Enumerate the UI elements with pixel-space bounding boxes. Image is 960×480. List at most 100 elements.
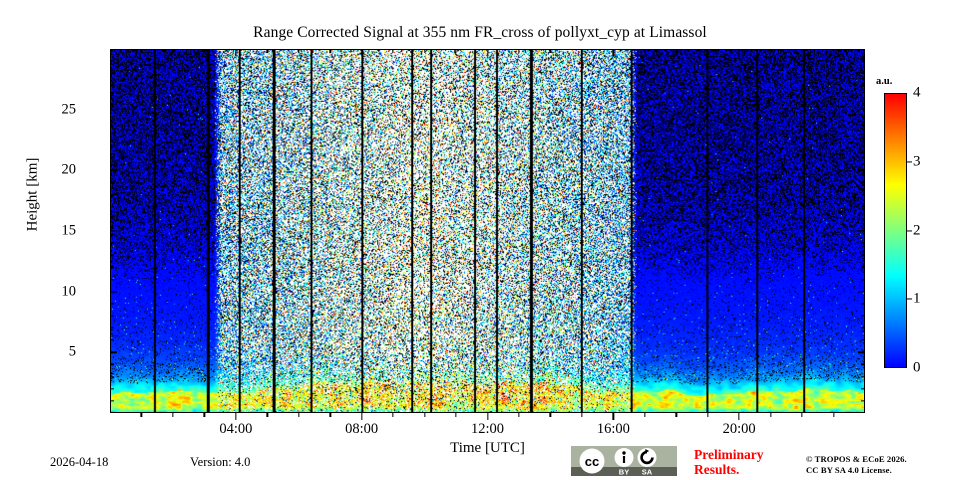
x-tick-minor [329,413,331,417]
y-tick-minor [110,96,114,99]
y-tick-minor [861,388,865,390]
y-tick-minor [861,266,865,269]
y-tick-minor [110,145,114,147]
y-tick-minor [861,157,865,159]
x-tick-minor [518,49,520,53]
preliminary-line-2: Results. [694,461,740,477]
x-tick-minor [769,49,772,53]
y-tick-minor [861,121,865,123]
colorbar [884,93,907,368]
x-tick-minor [644,413,646,417]
y-tick-label: 5 [68,343,76,360]
x-axis-label: Time [UTC] [450,440,525,456]
x-tick [361,49,363,56]
x-tick-minor [423,413,426,417]
x-tick-minor [140,49,143,53]
x-tick-minor [298,413,300,417]
badge-sa-label: SA [642,468,653,477]
x-tick-minor [801,49,803,53]
y-tick-minor [861,254,865,256]
y-tick-minor [861,327,865,329]
y-tick-minor [861,339,865,341]
copyright-note: © TROPOS & ECoE 2026. CC BY SA 4.0 Licen… [806,454,907,475]
y-tick-minor [861,363,865,366]
x-tick-minor [298,49,300,53]
y-tick [858,169,865,171]
x-tick-minor [801,413,803,417]
x-tick-label: 08:00 [345,421,379,437]
x-tick-minor [769,413,772,417]
y-tick-minor [110,206,114,208]
y-tick [110,351,117,353]
y-tick-minor [861,84,865,87]
plot-area [110,49,865,413]
y-tick-minor [110,133,114,135]
y-tick-minor [110,84,114,87]
x-tick-minor [455,413,457,417]
x-tick-label: 20:00 [722,421,756,437]
x-tick-minor [581,49,583,53]
x-tick-minor [518,413,520,417]
svg-text:cc: cc [585,454,599,469]
y-tick-minor [110,121,114,123]
lidar-heatmap-canvas [111,50,864,412]
x-tick-minor [455,49,457,53]
colorbar-tick [907,229,912,232]
x-tick-label: 12:00 [470,421,505,437]
y-tick-minor [861,278,865,281]
x-tick-minor [203,49,206,53]
preliminary-line-1: Preliminary [694,447,764,462]
colorbar-tick-label: 1 [913,290,921,307]
y-tick-minor [110,278,114,281]
x-tick [486,413,489,420]
x-tick [738,413,740,420]
x-tick [361,413,363,420]
x-tick-minor [392,49,394,53]
y-tick-minor [110,254,114,256]
x-tick [612,413,614,420]
x-tick-minor [172,413,174,417]
y-tick-minor [861,303,865,305]
y-tick-minor [861,375,865,378]
y-tick-minor [110,363,114,366]
y-tick-minor [110,181,114,184]
x-tick-minor [203,413,206,417]
date-stamp: 2026-04-18 [50,455,109,469]
y-tick-minor [861,218,865,220]
x-tick [612,49,614,56]
y-tick-label: 10 [61,283,77,300]
y-tick-minor [110,242,114,244]
colorbar-tick [907,298,912,300]
x-tick [235,49,237,56]
y-tick-minor [110,388,114,390]
y-tick-minor [110,193,114,196]
y-tick-minor [861,315,865,317]
preliminary-results-note: Preliminary Results. [694,447,804,477]
x-tick-minor [172,49,174,53]
y-tick-minor [110,157,114,159]
y-tick-minor [110,60,114,62]
colorbar-tick-label: 0 [913,359,921,376]
y-tick-minor [110,72,114,74]
x-tick-minor [675,49,677,53]
x-tick-minor [266,49,268,53]
colorbar-tick-label: 4 [913,84,921,101]
colorbar-unit-label: a.u. [876,76,893,87]
colorbar-tick [907,161,912,163]
badge-by-label: BY [619,468,629,477]
y-tick-minor [110,375,114,378]
y-tick-minor [861,145,865,147]
colorbar-tick-label: 3 [913,153,921,170]
x-tick-minor [266,413,268,417]
y-tick [858,109,865,111]
y-tick-minor [861,60,865,62]
cc-by-sa-badge[interactable]: cc BY SA [571,446,677,476]
y-tick-minor [110,218,114,220]
y-tick-minor [861,72,865,74]
y-tick-minor [110,303,114,305]
x-tick-label: 16:00 [596,421,630,437]
x-tick [738,49,740,56]
copyright-line-1: © TROPOS & ECoE 2026. [806,454,907,464]
x-tick [486,49,489,56]
